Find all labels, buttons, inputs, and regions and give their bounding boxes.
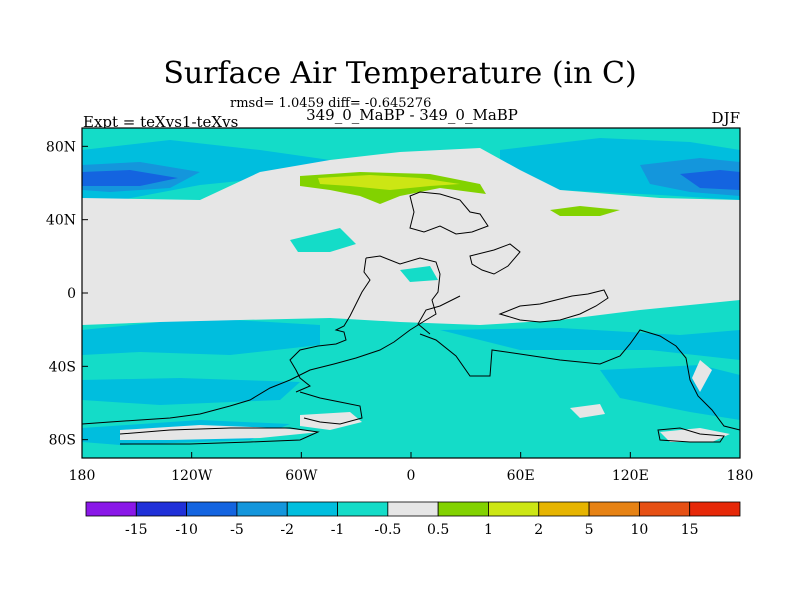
field-band-minus10-to-minus5 [82,170,740,190]
temperature-field [82,128,740,458]
colorbar-label: -10 [175,522,198,538]
x-tick-label: 60E [507,468,535,484]
outline-antarctic-east [657,427,725,443]
y-tick-label: 40S [49,359,76,375]
colorbar-label: 10 [630,522,648,538]
colorbar-swatch [588,501,640,517]
colorbar-label: 15 [681,522,699,538]
colorbar-swatch [286,501,338,517]
y-tick-label: 80N [46,139,76,155]
x-tick-label: 120E [612,468,649,484]
colorbar-swatch [135,501,188,517]
colorbar-label: 1 [484,522,493,538]
colorbar-label: 5 [585,522,594,538]
y-tick-label: 0 [67,286,76,302]
outline-central-landmass [81,255,441,425]
colorbar-swatch [186,501,238,517]
outline-west-ridge [299,391,363,425]
x-tick-label: 180 [727,468,754,484]
colorbar: -15 -10 -5 -2 -1 -0.5 0.5 1 2 5 10 15 [85,501,741,538]
season-label: DJF [711,109,740,127]
field-band-minus1-patches [290,228,438,282]
colorbar-swatch [437,501,489,517]
axis-ticks: 180 120W 60W 0 60E 120E 180 80N 40N 0 40S 80S [46,139,753,484]
outline-southern-belt [419,329,741,431]
field-band-near-zero [82,148,740,442]
chart-title: Surface Air Temperature (in C) [163,56,637,91]
y-tick-label: 40N [46,213,76,229]
colorbar-label: -1 [331,522,345,538]
continent-outlines [81,191,741,445]
colorbar-swatch [689,501,741,517]
colorbar-label: -5 [230,522,244,538]
x-tick-label: 60W [285,468,318,484]
colorbar-swatch [387,501,439,517]
chart-subtitle: 349_0_MaBP - 349_0_MaBP [306,106,518,124]
colorbar-swatch [488,501,540,517]
outline-central-coast [289,257,371,393]
outline-eastern-landmass [498,289,609,323]
colorbar-swatch [337,501,389,517]
y-tick-label: 80S [49,433,76,449]
colorbar-label: -0.5 [374,522,401,538]
stats-text: rmsd= 1.0459 diff= -0.645276 [230,96,432,111]
field-band-1-to-2 [318,175,460,190]
x-tick-label: 0 [407,468,416,484]
x-tick-label: 180 [69,468,96,484]
colorbar-label: -15 [125,522,148,538]
outline-small-island [469,243,521,275]
colorbar-swatch [236,501,288,517]
outline-southern-coast [417,295,461,335]
colorbar-label: 2 [534,522,543,538]
colorbar-swatch [638,501,691,517]
outline-antarctic-south [119,427,320,445]
colorbar-swatch [538,501,590,517]
outline-north-landmass [409,191,489,235]
colorbar-label: 0.5 [427,522,449,538]
colorbar-label: -2 [280,522,294,538]
experiment-label: Expt = teXvs1-teXvs [83,113,239,131]
colorbar-swatch [85,501,137,517]
x-tick-label: 120W [171,468,213,484]
